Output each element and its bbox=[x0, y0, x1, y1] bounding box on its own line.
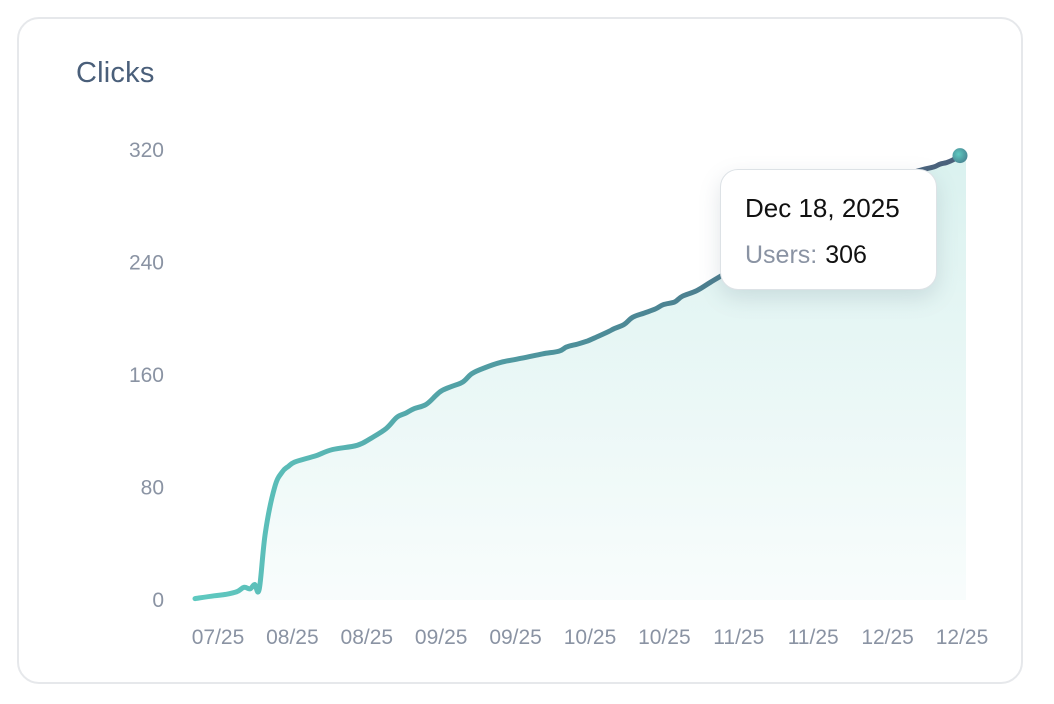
y-tick-label: 80 bbox=[141, 477, 164, 500]
y-tick-label: 320 bbox=[129, 139, 164, 162]
x-tick-label: 10/25 bbox=[564, 626, 617, 649]
x-tick-label: 11/25 bbox=[713, 626, 764, 649]
x-tick-label: 08/25 bbox=[266, 626, 319, 649]
tooltip-date: Dec 18, 2025 bbox=[745, 193, 900, 223]
x-tick-label: 07/25 bbox=[192, 626, 245, 649]
tooltip-value: 306 bbox=[825, 241, 867, 269]
x-tick-label: 12/25 bbox=[936, 626, 989, 649]
x-tick-label: 09/25 bbox=[489, 626, 542, 649]
x-tick-label: 11/25 bbox=[788, 626, 839, 649]
x-tick-label: 12/25 bbox=[861, 626, 914, 649]
chart-title: Clicks bbox=[76, 57, 155, 89]
y-tick-label: 160 bbox=[129, 364, 164, 387]
tooltip-row: Users: 306 bbox=[745, 241, 867, 270]
x-tick-label: 08/25 bbox=[341, 626, 394, 649]
tooltip-label: Users: bbox=[745, 241, 818, 269]
y-tick-label: 0 bbox=[152, 589, 164, 612]
highlight-point[interactable] bbox=[952, 148, 968, 164]
x-tick-label: 10/25 bbox=[638, 626, 691, 649]
tooltip: Dec 18, 2025 Users: 306 bbox=[720, 169, 937, 290]
x-tick-label: 09/25 bbox=[415, 626, 468, 649]
y-tick-label: 240 bbox=[129, 252, 164, 275]
